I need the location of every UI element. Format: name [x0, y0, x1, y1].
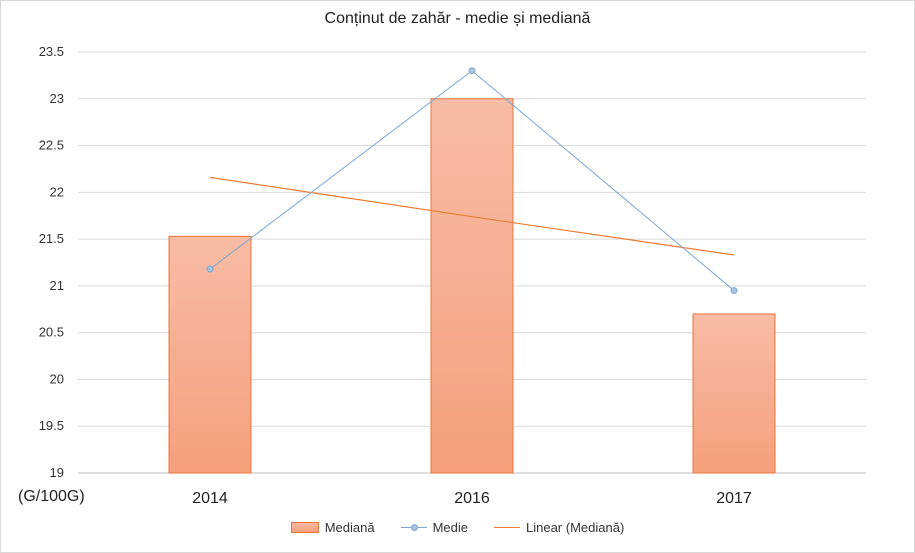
legend-item-medie: Medie: [400, 520, 468, 535]
legend-swatch-medie: [400, 523, 427, 532]
y-tick-label: 21.5: [39, 231, 64, 246]
x-tick-label: 2016: [454, 490, 490, 507]
legend-swatch-linear: [494, 523, 520, 532]
y-tick-label: 20.5: [39, 325, 64, 340]
y-tick-label: 21: [50, 278, 64, 293]
x-tick-label: 2017: [716, 490, 752, 507]
point-medie-2017: [730, 287, 738, 295]
point-medie-2014: [206, 265, 214, 273]
legend-swatch-mediana: [290, 522, 319, 533]
chart-title: Conținut de zahăr - medie și mediană: [324, 10, 591, 27]
y-tick-label: 23.5: [39, 44, 64, 59]
x-tick-label: 2014: [192, 490, 228, 507]
bar-mediana-2017: [692, 313, 776, 474]
bar-mediana-2016: [430, 98, 514, 474]
y-tick-label: 19: [50, 465, 64, 480]
legend: Mediană Medie Linear (Mediană): [0, 520, 915, 535]
legend-label-medie: Medie: [432, 520, 468, 535]
y-tick-label: 20: [50, 371, 64, 386]
trendline-linear-mediana: [209, 176, 735, 256]
y-tick-label: 22: [50, 184, 64, 199]
legend-item-linear: Linear (Mediană): [494, 520, 624, 535]
y-axis-unit-label: (G/100G): [18, 488, 85, 505]
y-tick-label: 22.5: [39, 138, 64, 153]
legend-label-linear: Linear (Mediană): [526, 520, 625, 535]
bar-mediana-2014: [168, 235, 252, 474]
point-medie-2016: [468, 67, 476, 75]
y-tick-label: 19.5: [39, 418, 64, 433]
legend-label-mediana: Mediană: [324, 520, 375, 535]
y-tick-label: 23: [50, 91, 64, 106]
legend-item-mediana: Mediană: [290, 520, 375, 535]
